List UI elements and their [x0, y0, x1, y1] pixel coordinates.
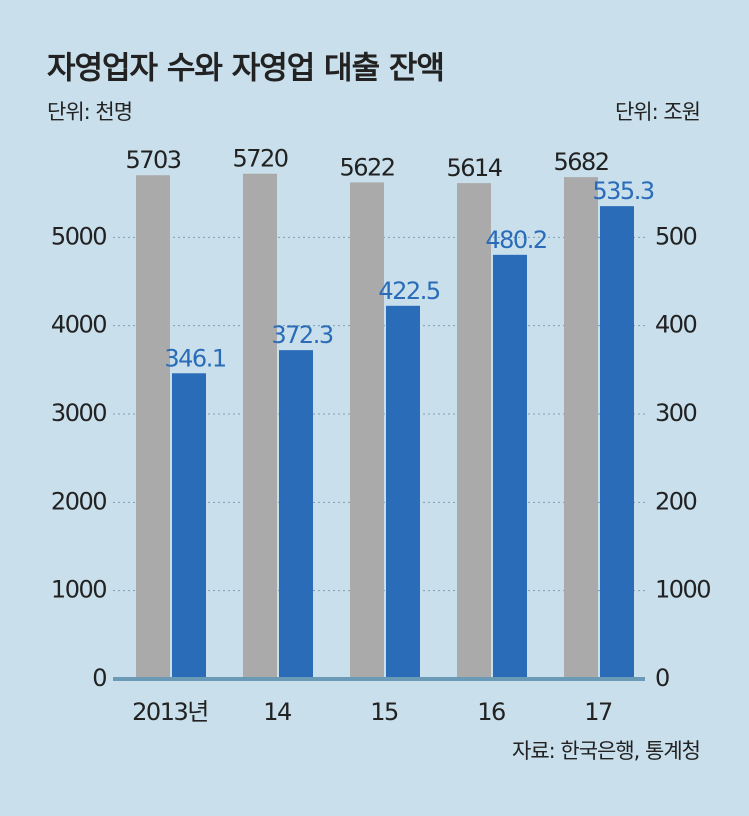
- bar: [386, 305, 420, 679]
- y2-tick-label: 1000: [655, 576, 710, 604]
- bar: [136, 175, 170, 680]
- y-tick-label: 0: [92, 664, 106, 692]
- y-tick-label: 5000: [51, 222, 106, 250]
- bar: [243, 173, 277, 679]
- chart-title: 자영업자 수와 자영업 대출 잔액: [47, 51, 444, 87]
- value-label: 5622: [339, 153, 394, 181]
- x-tick-label: 14: [263, 698, 291, 726]
- y2-tick-label: 400: [655, 311, 697, 339]
- bar: [279, 350, 313, 679]
- y2-unit: 단위: 조원: [615, 100, 700, 124]
- value-label: 5703: [125, 146, 180, 174]
- y2-tick-label: 300: [655, 399, 697, 427]
- value-label: 535.3: [592, 177, 653, 205]
- value-label: 372.3: [271, 321, 332, 349]
- y2-tick-label: 500: [655, 222, 697, 250]
- y-tick-label: 3000: [51, 399, 106, 427]
- y2-tick-label: 0: [655, 664, 669, 692]
- y-tick-label: 2000: [51, 487, 106, 515]
- bar: [172, 373, 206, 679]
- bar: [457, 183, 491, 679]
- y-tick-label: 4000: [51, 311, 106, 339]
- x-tick-label: 2013년: [132, 698, 208, 726]
- x-tick-label: 17: [584, 698, 612, 726]
- y-unit: 단위: 천명: [47, 100, 132, 124]
- bar: [350, 182, 384, 679]
- value-label: 422.5: [378, 277, 439, 305]
- value-label: 480.2: [485, 226, 546, 254]
- bar: [493, 254, 527, 679]
- value-label: 346.1: [164, 344, 225, 372]
- x-tick-label: 15: [370, 698, 398, 726]
- source: 자료: 한국은행, 통계청: [512, 739, 700, 763]
- x-tick-label: 16: [477, 698, 505, 726]
- y-tick-label: 1000: [51, 576, 106, 604]
- value-label: 5720: [232, 145, 287, 173]
- bar: [600, 206, 634, 679]
- value-label: 5682: [553, 148, 608, 176]
- y2-tick-label: 200: [655, 487, 697, 515]
- bar: [564, 177, 598, 679]
- value-label: 5614: [446, 154, 501, 182]
